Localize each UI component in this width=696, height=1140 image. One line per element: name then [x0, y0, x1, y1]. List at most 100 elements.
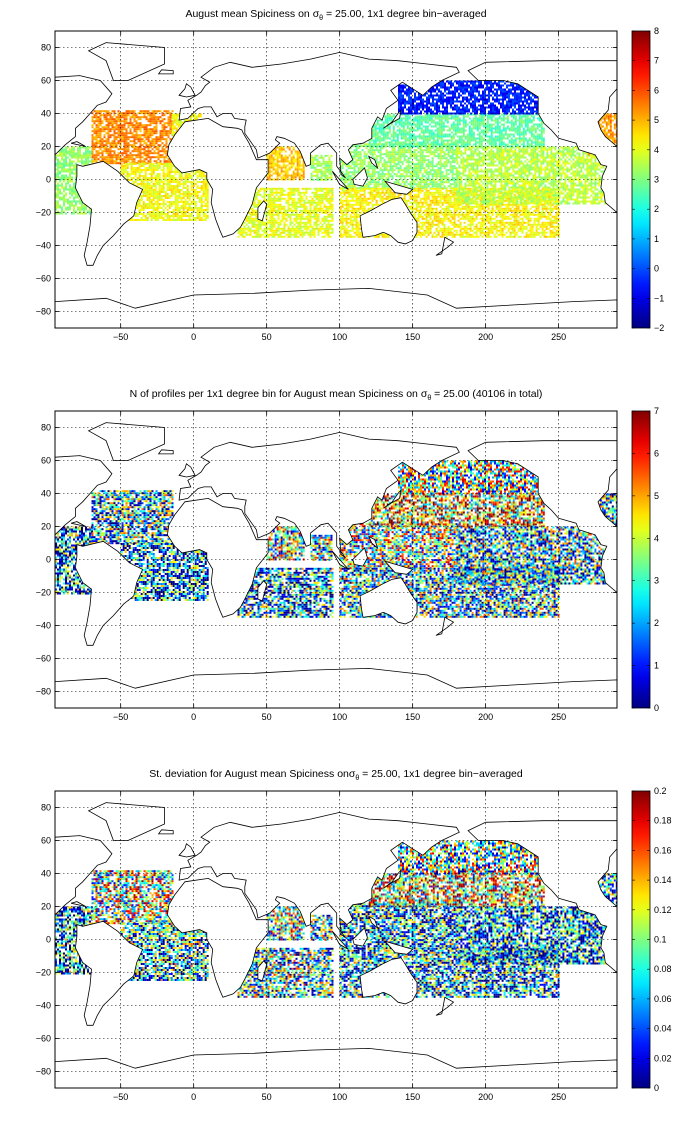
grid-lines — [55, 411, 617, 708]
data-region — [91, 870, 174, 925]
y-tick-label: 20 — [41, 902, 51, 912]
colorbar-tick-label: 6 — [654, 85, 659, 95]
colorbar-tick-label: 1 — [654, 234, 659, 244]
colorbar-tick-label: 2 — [654, 204, 659, 214]
x-tick-label: 150 — [405, 332, 420, 342]
colorbar-tick-label: 0.08 — [654, 964, 672, 974]
x-tick-label: 100 — [332, 712, 347, 722]
data-region — [91, 110, 174, 165]
x-tick-label: 200 — [478, 712, 493, 722]
data-region — [456, 906, 611, 965]
y-tick-label: 40 — [41, 869, 51, 879]
colorbar-tick-label: 0.02 — [654, 1053, 672, 1063]
colorbar-tick-label: 2 — [654, 618, 659, 628]
colorbar-tick-label: 0.14 — [654, 875, 672, 885]
x-tick-label: −50 — [113, 332, 128, 342]
y-tick-label: −40 — [36, 1001, 51, 1011]
y-tick-label: −60 — [36, 1034, 51, 1044]
data-region — [456, 146, 611, 205]
y-tick-label: −40 — [36, 241, 51, 251]
colorbar-tick-label: 0.12 — [654, 905, 672, 915]
coastline — [55, 422, 617, 708]
x-tick-label: 150 — [405, 1092, 420, 1102]
colorbar-tick-label: 0.18 — [654, 816, 672, 826]
y-tick-label: 60 — [41, 836, 51, 846]
colorbar-tick-label: 4 — [654, 533, 659, 543]
x-tick-label: 150 — [405, 712, 420, 722]
colorbar-tick-label: 6 — [654, 448, 659, 458]
y-tick-label: 0 — [46, 175, 51, 185]
colorbar-tick-label: 0.16 — [654, 845, 672, 855]
y-tick-label: −80 — [36, 1067, 51, 1077]
y-tick-label: 60 — [41, 456, 51, 466]
map-plot: −50 0 50 100 150 200 250806040200−20−40−60−800… — [36, 786, 672, 1102]
colorbar-tick-label: 0.2 — [654, 786, 667, 796]
y-tick-label: 40 — [41, 109, 51, 119]
y-tick-label: −60 — [36, 654, 51, 664]
colorbar-tick-label: 7 — [654, 406, 659, 416]
colorbar-tick-label: −1 — [654, 293, 664, 303]
x-tick-label: 50 — [262, 332, 272, 342]
y-tick-label: −60 — [36, 274, 51, 284]
y-tick-label: 20 — [41, 522, 51, 532]
colorbar-tick-label: 0.1 — [654, 935, 667, 945]
x-tick-label: 250 — [551, 332, 566, 342]
spiciness-map-panel: August mean Spiciness on σθ = 25.00, 1x1… — [0, 0, 696, 380]
colorbar-tick-label: 0.04 — [654, 1024, 672, 1034]
colorbar-tick-label: 0.06 — [654, 994, 672, 1004]
x-tick-label: 250 — [551, 712, 566, 722]
y-tick-label: −20 — [36, 208, 51, 218]
x-tick-label: 100 — [332, 332, 347, 342]
map-title: August mean Spiciness on σθ = 25.00, 1x1… — [56, 8, 616, 22]
x-tick-label: 250 — [551, 1092, 566, 1102]
map-title: N of profiles per 1x1 degree bin for Aug… — [56, 388, 616, 402]
colorbar-tick-label: 3 — [654, 175, 659, 185]
y-tick-label: −20 — [36, 968, 51, 978]
x-tick-label: −50 — [113, 1092, 128, 1102]
y-tick-label: 80 — [41, 43, 51, 53]
colorbar-tick-label: 5 — [654, 491, 659, 501]
colorbar-tick-label: 0 — [654, 264, 659, 274]
data-region — [339, 523, 458, 570]
y-tick-label: −80 — [36, 307, 51, 317]
colorbar-tick-label: 0 — [654, 703, 659, 713]
y-tick-label: 20 — [41, 142, 51, 152]
map-title: St. deviation for August mean Spiciness … — [56, 768, 616, 782]
plot-area — [55, 411, 617, 708]
map-plot: −50 0 50 100 150 200 250806040200−20−40−60−807… — [36, 406, 659, 722]
y-tick-label: 0 — [46, 935, 51, 945]
x-tick-label: 50 — [262, 1092, 272, 1102]
data-region — [368, 493, 545, 528]
colorbar — [631, 410, 651, 709]
y-tick-label: −80 — [36, 687, 51, 697]
colorbar-tick-label: −2 — [654, 323, 664, 333]
x-tick-label: 200 — [478, 1092, 493, 1102]
x-tick-label: 0 — [191, 332, 196, 342]
colorbar-tick-label: 0 — [654, 1083, 659, 1093]
x-tick-label: 50 — [262, 712, 272, 722]
x-tick-label: 100 — [332, 1092, 347, 1102]
colorbar-tick-label: 5 — [654, 115, 659, 125]
coastline — [55, 42, 617, 328]
profile-count-map-panel: N of profiles per 1x1 degree bin for Aug… — [0, 380, 696, 760]
coastline — [55, 802, 617, 1088]
grid-lines — [55, 791, 617, 1088]
colorbar-tick-label: 8 — [654, 26, 659, 36]
colorbar-tick-label: 4 — [654, 145, 659, 155]
grid-lines — [55, 31, 617, 328]
map-plot: −50 0 50 100 150 200 250806040200−20−40−60−808… — [36, 26, 665, 342]
colorbar-tick-label: 3 — [654, 576, 659, 586]
y-tick-label: 80 — [41, 803, 51, 813]
y-tick-label: 40 — [41, 489, 51, 499]
plot-area — [55, 31, 617, 328]
y-tick-label: 80 — [41, 423, 51, 433]
colorbar-tick-label: 1 — [654, 661, 659, 671]
x-tick-label: 0 — [191, 1092, 196, 1102]
data-region — [310, 914, 333, 941]
y-tick-label: 0 — [46, 555, 51, 565]
x-tick-label: −50 — [113, 712, 128, 722]
y-tick-label: 60 — [41, 76, 51, 86]
data-region — [310, 534, 333, 561]
y-tick-label: −40 — [36, 621, 51, 631]
colorbar-tick-label: 7 — [654, 56, 659, 66]
